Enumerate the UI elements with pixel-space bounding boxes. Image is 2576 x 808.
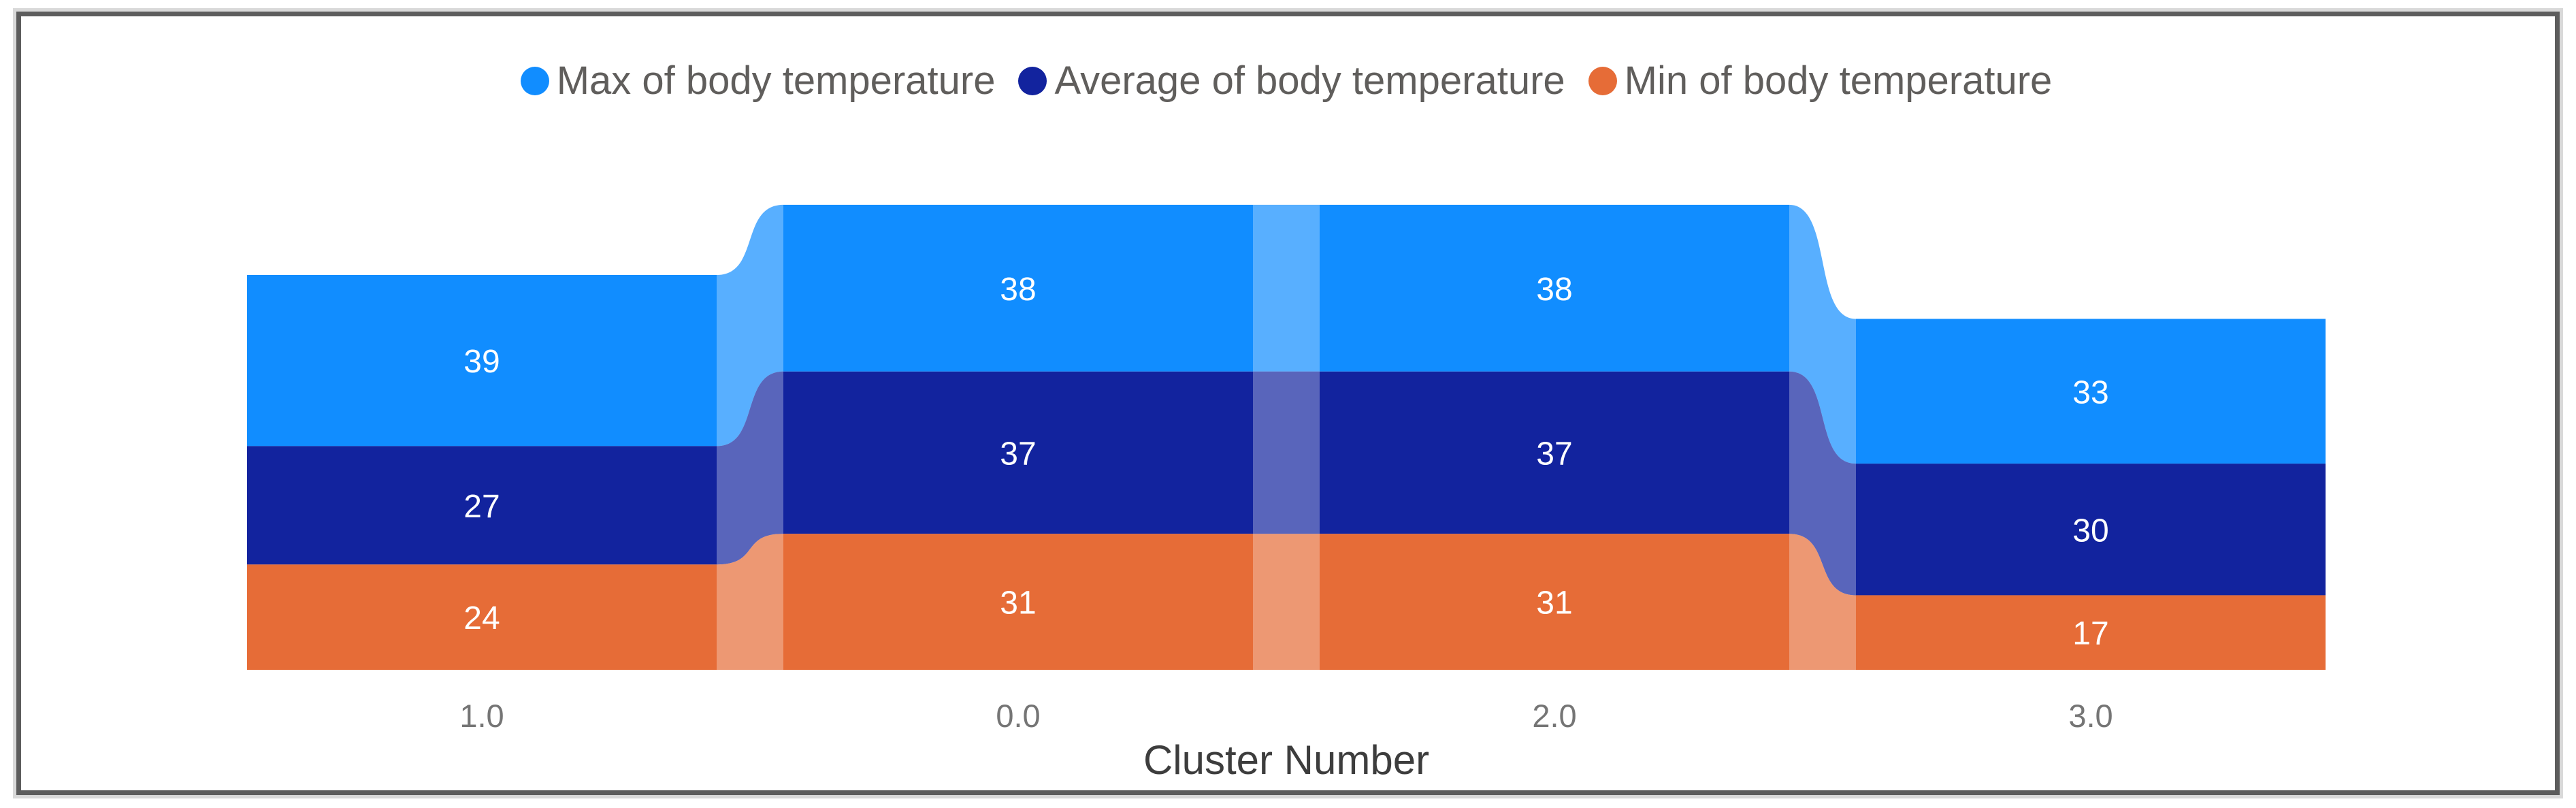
ribbon-connector[interactable] xyxy=(1253,204,1320,372)
bar-segment[interactable] xyxy=(1320,534,1789,670)
bar-segment[interactable] xyxy=(1856,464,2326,596)
x-tick-label: 0.0 xyxy=(996,698,1041,734)
bar-value-label: 31 xyxy=(1000,585,1036,621)
legend-item-label: Average of body temperature xyxy=(1054,59,1565,103)
x-tick-label: 3.0 xyxy=(2068,698,2113,734)
bar-value-label: 37 xyxy=(1536,436,1572,472)
bar-segment[interactable] xyxy=(783,534,1253,670)
bar-segment[interactable] xyxy=(247,564,717,670)
legend-item-max[interactable]: Max of body temperature xyxy=(520,59,996,103)
bar-segment[interactable] xyxy=(247,275,717,447)
legend-item-label: Max of body temperature xyxy=(556,59,996,103)
legend-item-label: Min of body temperature xyxy=(1624,59,2053,103)
bar-value-label: 33 xyxy=(2072,374,2108,410)
legend-item-average[interactable]: Average of body temperature xyxy=(1018,59,1565,103)
bar-value-label: 37 xyxy=(1000,436,1036,472)
ribbon-connector[interactable] xyxy=(717,534,783,670)
bar-value-label: 39 xyxy=(463,344,500,380)
legend-dot-icon xyxy=(1588,67,1617,95)
bar-value-label: 27 xyxy=(463,489,500,525)
bar-segment[interactable] xyxy=(247,446,717,565)
bar-segment[interactable] xyxy=(1320,204,1789,372)
bar-segment[interactable] xyxy=(783,204,1253,372)
ribbon-connector[interactable] xyxy=(1789,204,1856,464)
legend-dot-icon xyxy=(520,67,549,95)
ribbon-connector[interactable] xyxy=(1253,371,1320,534)
bar-value-label: 38 xyxy=(1536,272,1572,308)
x-tick-label: 2.0 xyxy=(1532,698,1577,734)
bar-segment[interactable] xyxy=(1320,371,1789,534)
bar-value-label: 38 xyxy=(1000,272,1036,308)
ribbon-connector[interactable] xyxy=(1789,371,1856,596)
bar-segment[interactable] xyxy=(1856,319,2326,464)
x-tick-label: 1.0 xyxy=(459,698,504,734)
bar-value-label: 24 xyxy=(463,600,500,636)
bar-value-label: 30 xyxy=(2072,513,2108,549)
ribbon-connector[interactable] xyxy=(1789,534,1856,670)
x-axis-title: Cluster Number xyxy=(1143,737,1430,783)
ribbon-connector[interactable] xyxy=(717,204,783,447)
legend-dot-icon xyxy=(1018,67,1047,95)
legend: Max of body temperature Average of body t… xyxy=(247,59,2326,103)
ribbon-connector[interactable] xyxy=(717,371,783,565)
bar-value-label: 17 xyxy=(2072,616,2108,652)
legend-item-min[interactable]: Min of body temperature xyxy=(1588,59,2053,103)
bar-segment[interactable] xyxy=(783,371,1253,534)
bar-segment[interactable] xyxy=(1856,595,2326,670)
ribbon-connector[interactable] xyxy=(1253,534,1320,670)
bar-value-label: 31 xyxy=(1536,585,1572,621)
